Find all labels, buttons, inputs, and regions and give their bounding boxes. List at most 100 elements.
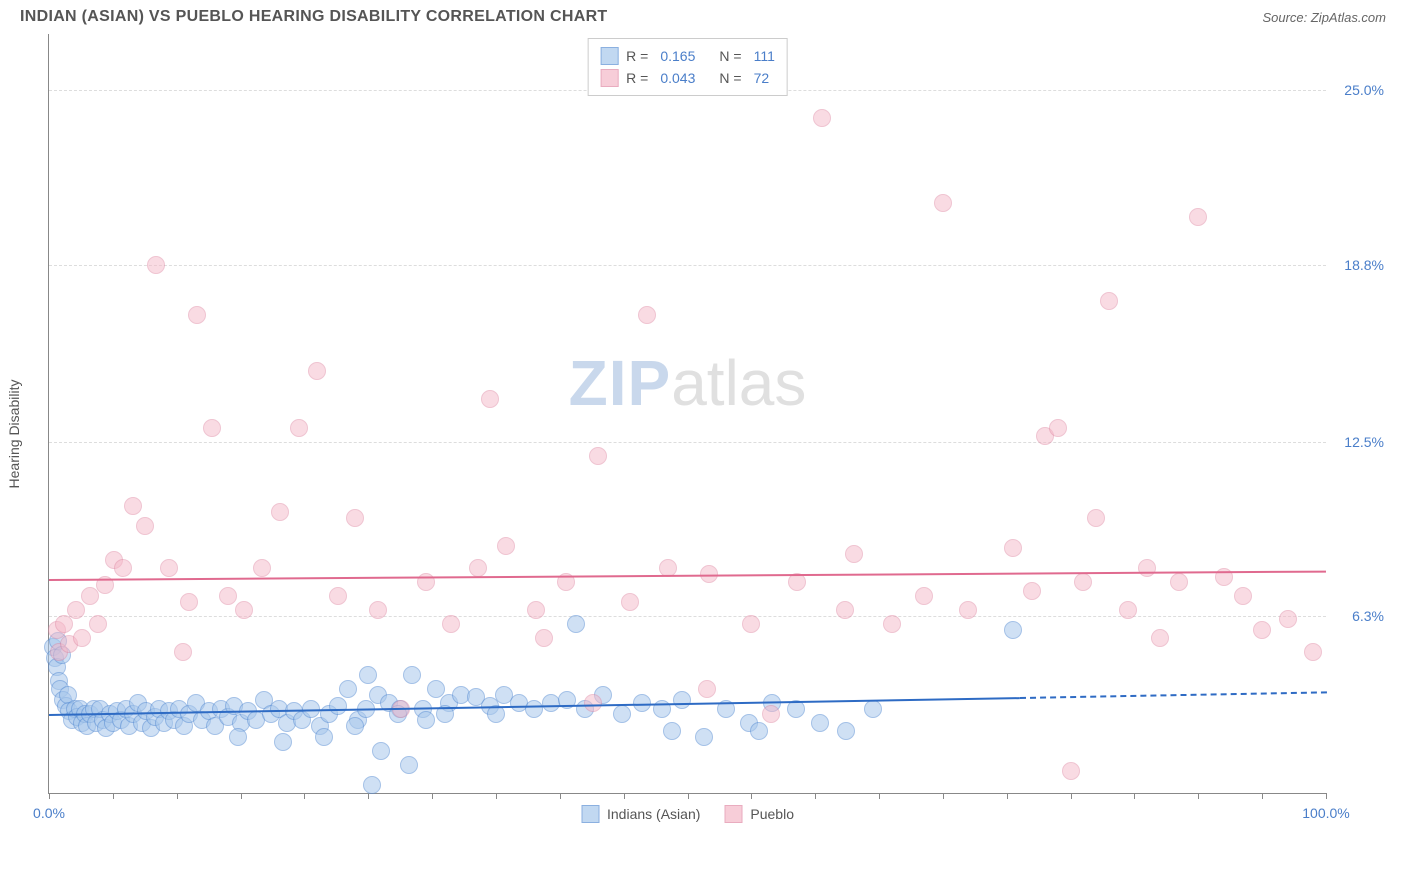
- ytick-label: 12.5%: [1344, 434, 1384, 450]
- plot-area: ZIPatlas R = 0.165N = 111R = 0.043N = 72…: [48, 34, 1326, 794]
- data-point: [695, 728, 713, 746]
- data-point: [811, 714, 829, 732]
- data-point: [329, 697, 347, 715]
- legend-row: R = 0.165 N = 111: [600, 45, 775, 67]
- data-point: [567, 615, 585, 633]
- xtick: [241, 793, 242, 799]
- data-point: [417, 711, 435, 729]
- data-point: [638, 306, 656, 324]
- data-point: [762, 705, 780, 723]
- chart-title: INDIAN (ASIAN) VS PUEBLO HEARING DISABIL…: [20, 8, 608, 26]
- data-point: [1151, 629, 1169, 647]
- data-point: [89, 615, 107, 633]
- data-point: [845, 545, 863, 563]
- data-point: [1138, 559, 1156, 577]
- data-point: [81, 587, 99, 605]
- data-point: [1023, 582, 1041, 600]
- y-axis-label: Hearing Disability: [6, 380, 22, 489]
- data-point: [124, 497, 142, 515]
- data-point: [1087, 509, 1105, 527]
- trendline: [49, 571, 1326, 581]
- data-point: [160, 559, 178, 577]
- data-point: [235, 601, 253, 619]
- trendline: [1019, 692, 1326, 700]
- ytick-label: 25.0%: [1344, 82, 1384, 98]
- xtick: [943, 793, 944, 799]
- data-point: [836, 601, 854, 619]
- data-point: [750, 722, 768, 740]
- xtick: [1134, 793, 1135, 799]
- data-point: [525, 700, 543, 718]
- data-point: [403, 666, 421, 684]
- data-point: [1062, 762, 1080, 780]
- data-point: [442, 615, 460, 633]
- legend-row: R = 0.043N = 72: [600, 67, 775, 89]
- data-point: [229, 728, 247, 746]
- data-point: [1304, 643, 1322, 661]
- legend-correlation: R = 0.165 N = 111 R = 0.043N = 72: [587, 38, 788, 96]
- xtick: [177, 793, 178, 799]
- data-point: [346, 717, 364, 735]
- xtick: [1007, 793, 1008, 799]
- legend-series-item: Indians (Asian): [581, 805, 700, 823]
- data-point: [584, 694, 602, 712]
- legend-series: Indians (Asian) Pueblo: [581, 805, 794, 823]
- data-point: [400, 756, 418, 774]
- data-point: [813, 109, 831, 127]
- legend-series-item: Pueblo: [724, 805, 794, 823]
- data-point: [73, 629, 91, 647]
- data-point: [589, 447, 607, 465]
- data-point: [1100, 292, 1118, 310]
- watermark-atlas: atlas: [671, 347, 806, 419]
- data-point: [1074, 573, 1092, 591]
- data-point: [497, 537, 515, 555]
- data-point: [535, 629, 553, 647]
- data-point: [203, 419, 221, 437]
- ytick-label: 18.8%: [1344, 257, 1384, 273]
- xtick: [432, 793, 433, 799]
- data-point: [174, 643, 192, 661]
- legend-n-label: N =: [719, 48, 741, 64]
- xtick: [49, 793, 50, 799]
- data-point: [1049, 419, 1067, 437]
- xtick: [560, 793, 561, 799]
- data-point: [527, 601, 545, 619]
- xtick: [1198, 793, 1199, 799]
- data-point: [1189, 208, 1207, 226]
- data-point: [329, 587, 347, 605]
- legend-swatch: [581, 805, 599, 823]
- xtick: [496, 793, 497, 799]
- data-point: [915, 587, 933, 605]
- data-point: [114, 559, 132, 577]
- legend-swatch: [724, 805, 742, 823]
- legend-swatch: [600, 69, 618, 87]
- xtick: [1071, 793, 1072, 799]
- data-point: [188, 306, 206, 324]
- legend-series-label: Indians (Asian): [607, 806, 700, 822]
- legend-n-value: 72: [754, 70, 770, 86]
- data-point: [1004, 621, 1022, 639]
- source-name: ZipAtlas.com: [1311, 10, 1386, 25]
- data-point: [621, 593, 639, 611]
- data-point: [363, 776, 381, 794]
- legend-r-value: 0.165: [660, 48, 695, 64]
- data-point: [663, 722, 681, 740]
- data-point: [959, 601, 977, 619]
- legend-r-label: R =: [626, 48, 648, 64]
- data-point: [1253, 621, 1271, 639]
- xtick-label: 0.0%: [33, 805, 65, 821]
- data-point: [346, 509, 364, 527]
- xtick: [113, 793, 114, 799]
- xtick: [879, 793, 880, 799]
- legend-n-value: 111: [754, 48, 775, 64]
- data-point: [180, 593, 198, 611]
- gridline: [49, 442, 1326, 443]
- data-point: [369, 601, 387, 619]
- data-point: [290, 419, 308, 437]
- xtick: [1326, 793, 1327, 799]
- chart-container: Hearing Disability ZIPatlas R = 0.165N =…: [48, 34, 1386, 834]
- data-point: [372, 742, 390, 760]
- legend-swatch: [600, 47, 618, 65]
- ytick-label: 6.3%: [1352, 608, 1384, 624]
- data-point: [542, 694, 560, 712]
